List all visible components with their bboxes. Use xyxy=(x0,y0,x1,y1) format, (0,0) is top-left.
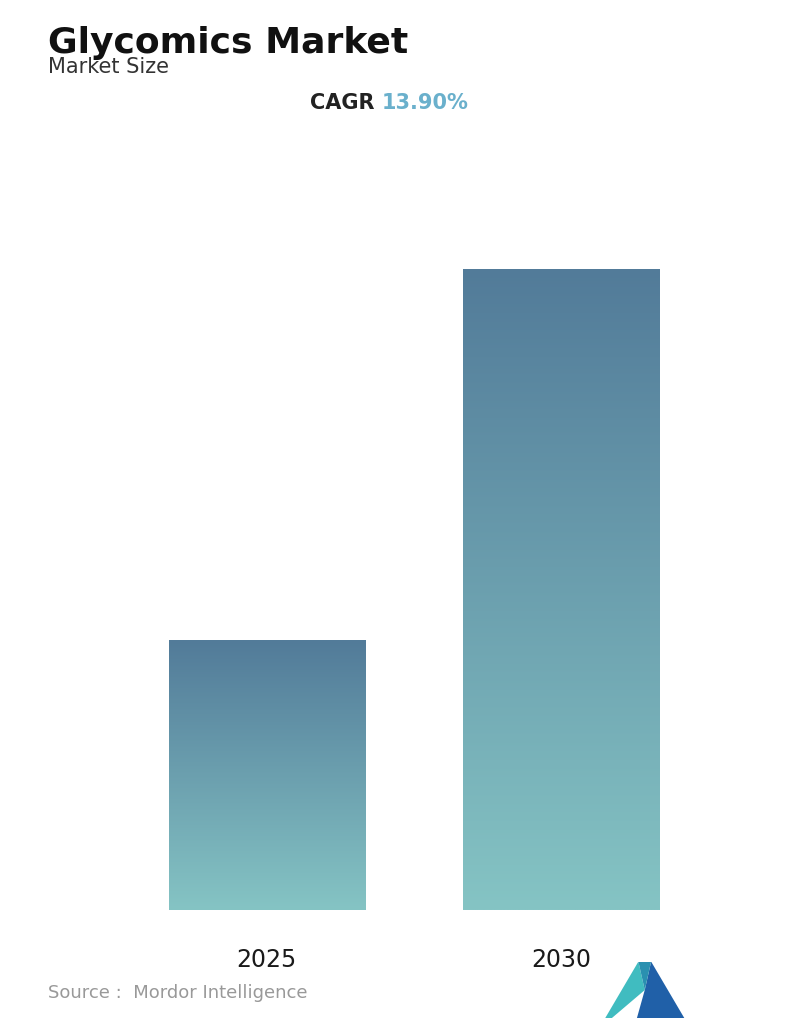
Text: 2025: 2025 xyxy=(236,948,297,972)
Text: CAGR: CAGR xyxy=(310,93,382,114)
Polygon shape xyxy=(638,962,651,991)
Text: Glycomics Market: Glycomics Market xyxy=(48,26,408,60)
Text: 13.90%: 13.90% xyxy=(382,93,469,114)
Polygon shape xyxy=(605,962,645,1018)
Polygon shape xyxy=(637,962,685,1018)
Text: 2030: 2030 xyxy=(531,948,591,972)
Text: Market Size: Market Size xyxy=(48,57,169,77)
Text: Source :  Mordor Intelligence: Source : Mordor Intelligence xyxy=(48,983,307,1002)
